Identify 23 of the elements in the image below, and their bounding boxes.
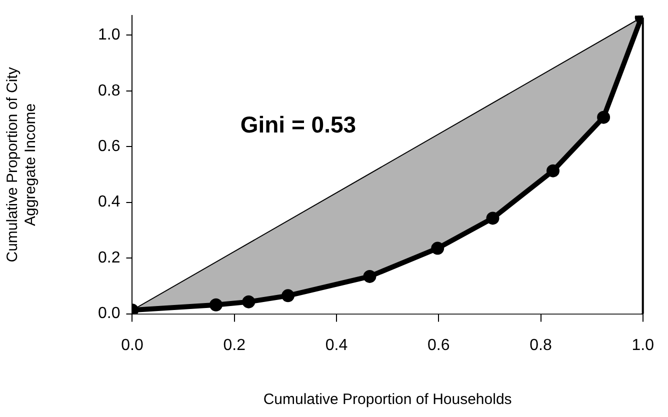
point xyxy=(431,242,444,255)
x-tick-label: 0.4 xyxy=(325,336,348,354)
point xyxy=(546,164,560,178)
x-tick-label: 0.6 xyxy=(428,336,450,354)
x-tick-label: 0.8 xyxy=(530,336,552,354)
y-axis-title: Cumulative Proportion of City Aggregate Income xyxy=(4,66,40,262)
x-axis-title: Cumulative Proportion of Households xyxy=(263,391,512,408)
point xyxy=(486,212,500,225)
y-tick-label: 0.8 xyxy=(98,82,120,100)
point xyxy=(363,270,376,283)
annotation: Gini = 0.53 xyxy=(240,111,356,138)
y-tick-label: 0.0 xyxy=(98,305,120,322)
x-tick-label: 0.0 xyxy=(121,336,144,354)
y-tick-label: 0.6 xyxy=(98,138,120,155)
point xyxy=(281,289,294,302)
x-tick-label: 1.0 xyxy=(632,336,654,354)
y-tick-label: 0.4 xyxy=(98,194,120,211)
y-tick-label: 0.2 xyxy=(98,249,120,266)
point xyxy=(242,295,256,308)
x-tick-label: 0.2 xyxy=(223,336,246,354)
point xyxy=(209,298,222,312)
point xyxy=(597,110,610,124)
y-tick-label: 1.0 xyxy=(98,26,120,44)
